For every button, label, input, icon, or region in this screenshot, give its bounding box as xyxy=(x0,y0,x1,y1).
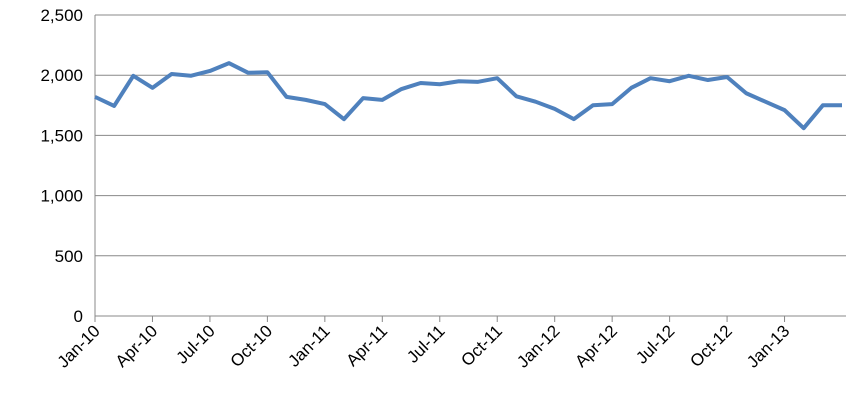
y-tick-label: 1,500 xyxy=(40,126,83,145)
x-tick-label: Apr-10 xyxy=(112,321,162,371)
x-tick-label: Jul-10 xyxy=(173,321,219,367)
x-tick-label: Oct-10 xyxy=(227,321,277,371)
y-tick-label: 500 xyxy=(55,247,83,266)
x-tick-label: Oct-12 xyxy=(686,321,736,371)
y-tick-label: 0 xyxy=(74,307,83,326)
x-tick-label: Jan-11 xyxy=(284,321,333,370)
x-tick-label: Jul-11 xyxy=(403,321,448,366)
x-tick-label: Oct-11 xyxy=(457,321,506,370)
x-tick-label: Apr-12 xyxy=(571,321,621,371)
data-line xyxy=(94,61,842,131)
x-tick-label: Apr-11 xyxy=(343,321,392,370)
y-tick-label: 2,500 xyxy=(40,6,83,25)
x-tick-label: Jan-13 xyxy=(743,321,793,371)
y-tick-label: 1,000 xyxy=(40,187,83,206)
x-tick-label: Jan-12 xyxy=(513,321,563,371)
x-tick-label: Jul-12 xyxy=(632,321,678,367)
y-tick-label: 2,000 xyxy=(40,66,83,85)
x-tick-label: Jan-10 xyxy=(54,321,104,371)
